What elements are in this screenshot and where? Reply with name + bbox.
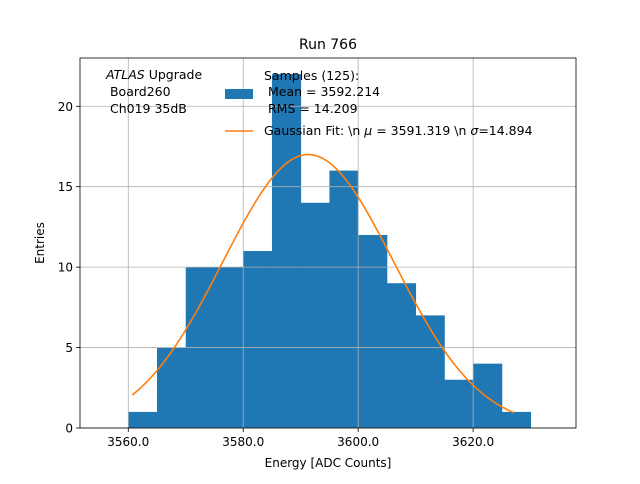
annotation-line-2: Board260 [106,84,171,99]
annotation-line-3: Ch019 35dB [106,101,187,116]
x-tick-label: 3560.0 [107,435,149,449]
histogram-bar [128,411,158,428]
legend: Samples (125): Mean = 3592.214 RMS = 14.… [225,68,533,138]
histogram-bar [329,170,359,428]
legend-fit-prefix: Gaussian Fit: \n [264,123,364,138]
y-tick-label: 0 [65,422,73,436]
x-tick-label: 3620.0 [452,435,494,449]
y-axis-label: Entries [33,222,47,264]
legend-fit-mid: = 3591.319 \n [372,123,470,138]
x-axis-ticks: 3560.0 3580.0 3600.0 3620.0 [107,428,494,449]
axes-frame [79,57,577,429]
y-tick-label: 20 [58,100,73,114]
legend-fit-label: Gaussian Fit: \n μ = 3591.319 \n σ=14.89… [264,123,533,138]
legend-samples-line-2: Mean = 3592.214 [264,84,380,99]
annotation-upgrade: Upgrade [145,67,203,82]
y-tick-label: 5 [65,341,73,355]
legend-samples-line-1: Samples (125): [264,68,359,83]
legend-fit-sigma: σ [470,123,479,138]
chart-title: Run 766 [299,37,357,53]
histogram-bar [300,202,330,428]
histogram-bar [415,315,445,428]
y-axis-ticks: 0 5 10 15 20 [58,100,80,436]
x-tick-label: 3580.0 [222,435,264,449]
legend-fit-suffix: =14.894 [478,123,532,138]
y-tick-label: 15 [58,180,73,194]
gaussian-fit-curve [131,153,515,414]
legend-swatch-samples [225,89,253,99]
atlas-annotation: ATLAS Upgrade Board260 Ch019 35dB [105,67,202,116]
annotation-line-1: ATLAS Upgrade [105,67,202,82]
x-tick-label: 3600.0 [337,435,379,449]
legend-samples-line-3: RMS = 14.209 [264,101,358,116]
legend-fit-mu: μ [363,123,372,138]
histogram-bar [386,283,417,428]
x-axis-label: Energy [ADC Counts] [265,456,392,470]
histogram-bar [271,74,302,428]
histogram-bar [473,363,503,428]
histogram-bar [157,347,187,428]
histogram-bar [358,234,388,428]
y-tick-label: 10 [58,261,73,275]
histogram-bar [444,379,474,428]
histogram-bar [501,411,531,428]
histogram-bar [243,251,273,428]
annotation-atlas: ATLAS [105,67,145,82]
